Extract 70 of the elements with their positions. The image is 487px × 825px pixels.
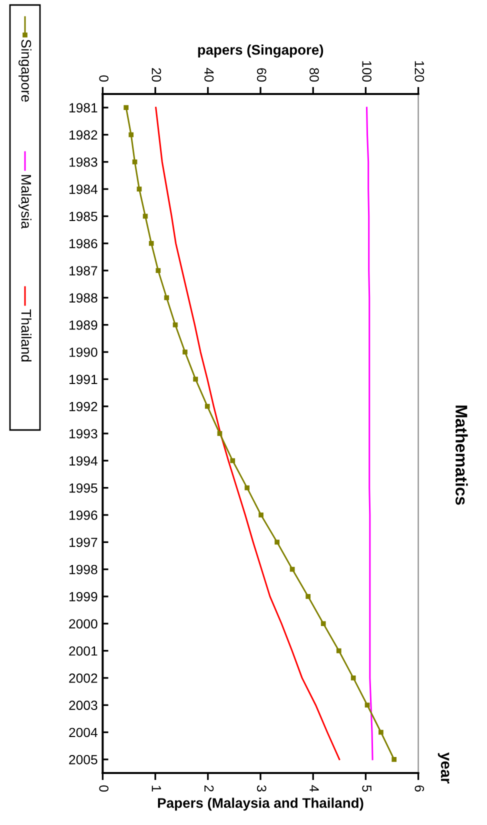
point [364,702,370,708]
y-tick-label: 1995 [69,483,98,493]
point [164,295,170,300]
point [136,186,142,192]
point [148,240,154,246]
point [258,512,264,518]
x2-tick-label: 60 [256,68,266,82]
point [156,268,161,273]
y-tick-label: 1998 [69,564,98,574]
y-tick-label: 1993 [69,429,98,438]
x2-tick-label: 80 [310,68,319,82]
point [182,350,188,354]
point [392,756,397,762]
y-tick-label: 1984 [69,184,98,194]
y-tick-label: 2002 [69,674,98,683]
y-tick-label: 1986 [69,238,98,248]
y-tick-label: 2005 [69,754,98,764]
y-tick-label: 1997 [69,538,98,548]
x2-tick-label: 100 [362,61,372,82]
y-tick-label: 1991 [69,374,98,384]
point [306,594,311,599]
y-axis-title: year [438,752,450,784]
x2-tick-label: 0 [99,75,108,82]
point [274,540,280,545]
legend-label: Malaysia [18,175,32,229]
y-tick-label: 2004 [69,728,98,738]
y-tick-label: 1987 [69,266,98,276]
x-tick-label: 4 [310,785,319,792]
point [132,159,138,164]
x-axis-title: Papers (Malaysia and Thailand) [158,798,364,811]
point [172,322,178,328]
y-tick-label: 1992 [69,402,98,412]
point [128,132,134,138]
x-tick-label: 0 [99,785,108,792]
point [336,648,342,654]
point [230,458,236,464]
x-tick-label: 6 [414,785,424,792]
y-tick-label: 1996 [69,510,98,520]
y-tick-label: 1988 [69,293,98,303]
x-tick-label: 1 [152,786,161,792]
point [378,730,384,735]
x-tick-label: 3 [256,785,266,792]
x2-tick-label: 40 [204,68,214,82]
x2-tick-label: 120 [414,61,424,82]
point [193,376,198,382]
x-tick-label: 5 [362,785,372,792]
point [124,105,129,110]
y-tick-label: 2001 [69,646,98,656]
y-tick-label: 1989 [69,320,98,330]
y-tick-label: 1999 [69,592,98,602]
legend-label: Thailand [21,309,32,362]
y-tick-label: 1981 [69,103,98,112]
legend-label: Singapore [18,40,32,102]
y-tick-label: 1990 [69,348,98,357]
point [204,404,210,409]
y-tick-label: 2003 [69,700,98,710]
y-tick-label: 1983 [69,157,98,167]
point [290,566,295,572]
x2-axis-title: papers (Singapore) [198,44,324,58]
point [244,485,250,490]
text: Mathematics [456,406,468,505]
point [350,676,356,680]
y-tick-label: 1985 [69,212,98,222]
x-tick-label: 2 [204,785,214,792]
point [320,621,326,626]
y-tick-label: 1994 [69,456,98,466]
x2-tick-label: 20 [152,68,162,82]
y-tick-label: 1982 [69,130,98,140]
y-tick-label: 2000 [69,619,98,629]
point [217,431,222,436]
